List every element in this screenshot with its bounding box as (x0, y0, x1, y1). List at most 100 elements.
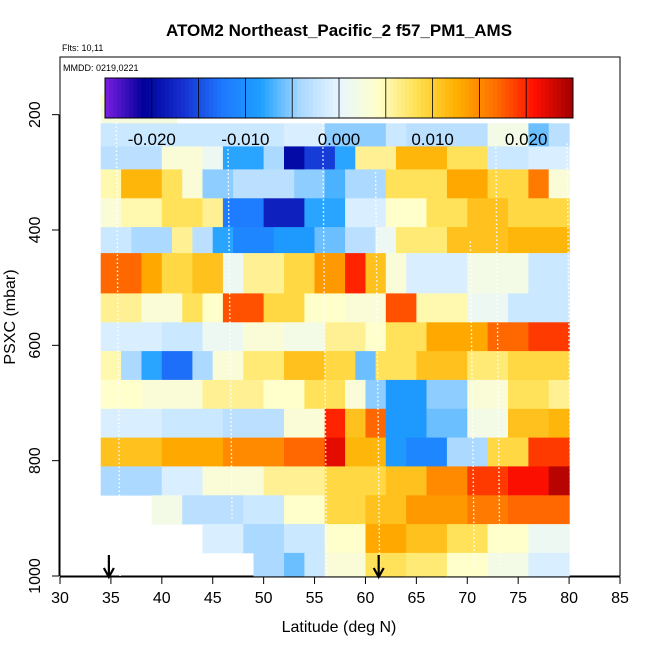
heatmap-cell (385, 198, 428, 228)
heatmap-cell (334, 146, 356, 170)
heatmap-cell (365, 322, 387, 352)
heatmap-cell (446, 437, 489, 467)
colorbar-swatch (293, 78, 298, 118)
colorbar-swatch (349, 78, 354, 118)
colorbar-swatch (369, 78, 374, 118)
heatmap-cell (161, 169, 183, 199)
heatmap-cell (508, 408, 550, 438)
heatmap-cell (345, 198, 387, 228)
colorbar-swatch (373, 78, 378, 118)
heatmap-cell (385, 322, 428, 352)
heatmap-cell (314, 253, 346, 294)
colorbar-swatch (117, 78, 122, 118)
colorbar-swatch (113, 78, 118, 118)
flight-track (322, 123, 328, 577)
colorbar-swatch (317, 78, 322, 118)
colorbar-swatch (333, 78, 338, 118)
x-tick-label: 70 (458, 590, 476, 607)
x-tick-label: 45 (204, 590, 222, 607)
heatmap-cell (100, 437, 163, 467)
colorbar-border (104, 77, 574, 119)
heatmap-cell (141, 293, 183, 323)
heatmap-cell (487, 437, 529, 467)
heatmap-cell (324, 123, 387, 147)
heatmap-cell (100, 408, 163, 438)
colorbar-swatch (461, 78, 466, 118)
y-tick-label: 400 (27, 217, 44, 244)
heatmap-cell (294, 169, 326, 199)
colorbar-swatch (145, 78, 150, 118)
heatmap-cell (345, 379, 367, 410)
heatmap-cell (467, 379, 509, 410)
colorbar-swatch (449, 78, 454, 118)
heatmap-cell (324, 524, 366, 554)
x-tick-label: 85 (611, 590, 629, 607)
heatmap-cell (548, 169, 570, 199)
heatmap-cell (508, 227, 570, 254)
y-tick-label: 800 (27, 447, 44, 474)
colorbar-swatch (301, 78, 306, 118)
heatmap-cell (100, 169, 122, 199)
heatmap-cell (141, 379, 204, 410)
colorbar-swatch (305, 78, 310, 118)
heatmap-cell (487, 169, 529, 199)
heatmap-cell (528, 146, 570, 170)
colorbar-swatch (553, 78, 558, 118)
colorbar-swatch (177, 78, 182, 118)
colorbar-swatch (229, 78, 234, 118)
colorbar-swatch (481, 78, 486, 118)
heatmap-cell (161, 253, 193, 294)
flight-arrows (102, 555, 385, 580)
colorbar-swatch (149, 78, 154, 118)
heatmap-cell (426, 408, 468, 438)
flight-track (227, 149, 233, 519)
heatmap-cell (426, 198, 468, 228)
colorbar-swatch (165, 78, 170, 118)
heatmap-cell (243, 495, 285, 525)
heatmap-cell (100, 253, 142, 294)
heatmap-cell (365, 495, 407, 525)
heatmap-cell (141, 351, 163, 381)
heatmap-cell (528, 322, 570, 352)
heatmap-cell (508, 379, 550, 410)
heatmap-cell (100, 227, 132, 254)
heatmap-cell (355, 146, 397, 170)
colorbar-swatch (185, 78, 190, 118)
heatmap-cell (161, 408, 224, 438)
colorbar-swatch (529, 78, 534, 118)
heatmap-cell (467, 351, 509, 381)
heatmap-cell (284, 495, 326, 525)
chart-title: ATOM2 Northeast_Pacific_2 f57_PM1_AMS (166, 21, 512, 40)
heatmap-cell (141, 253, 163, 294)
x-axis: 30 35 40 45 50 55 60 65 70 75 80 85 (51, 576, 629, 607)
heatmap-cell (446, 552, 489, 577)
colorbar-swatch (409, 78, 414, 118)
heatmap-cell (324, 437, 346, 467)
heatmap-cell (100, 379, 142, 410)
heatmap-cell (426, 322, 489, 352)
heatmap-cell (284, 552, 305, 577)
heatmap-bands (100, 94, 572, 577)
flight-track (115, 94, 121, 577)
colorbar-swatch (269, 78, 274, 118)
heatmap-cell (467, 408, 509, 438)
x-tick-label: 75 (509, 590, 527, 607)
colorbar-swatch (133, 78, 138, 118)
heatmap-cell (284, 322, 326, 352)
colorbar-swatch (381, 78, 386, 118)
colorbar-swatch (393, 78, 398, 118)
heatmap-cell (548, 408, 570, 438)
colorbar-swatch (161, 78, 166, 118)
heatmap-cell (284, 351, 326, 381)
heatmap-cell (284, 253, 316, 294)
heatmap-cell (284, 123, 326, 147)
heatmap-cell (121, 198, 163, 228)
colorbar-swatch (445, 78, 450, 118)
colorbar-swatch (361, 78, 366, 118)
colorbar-tick-label: 0.000 (318, 130, 361, 149)
heatmap-cell (284, 524, 326, 554)
colorbar-swatch (425, 78, 430, 118)
heatmap-cell (345, 408, 367, 438)
heatmap-cell (263, 379, 305, 410)
heatmap-cell (324, 169, 346, 199)
